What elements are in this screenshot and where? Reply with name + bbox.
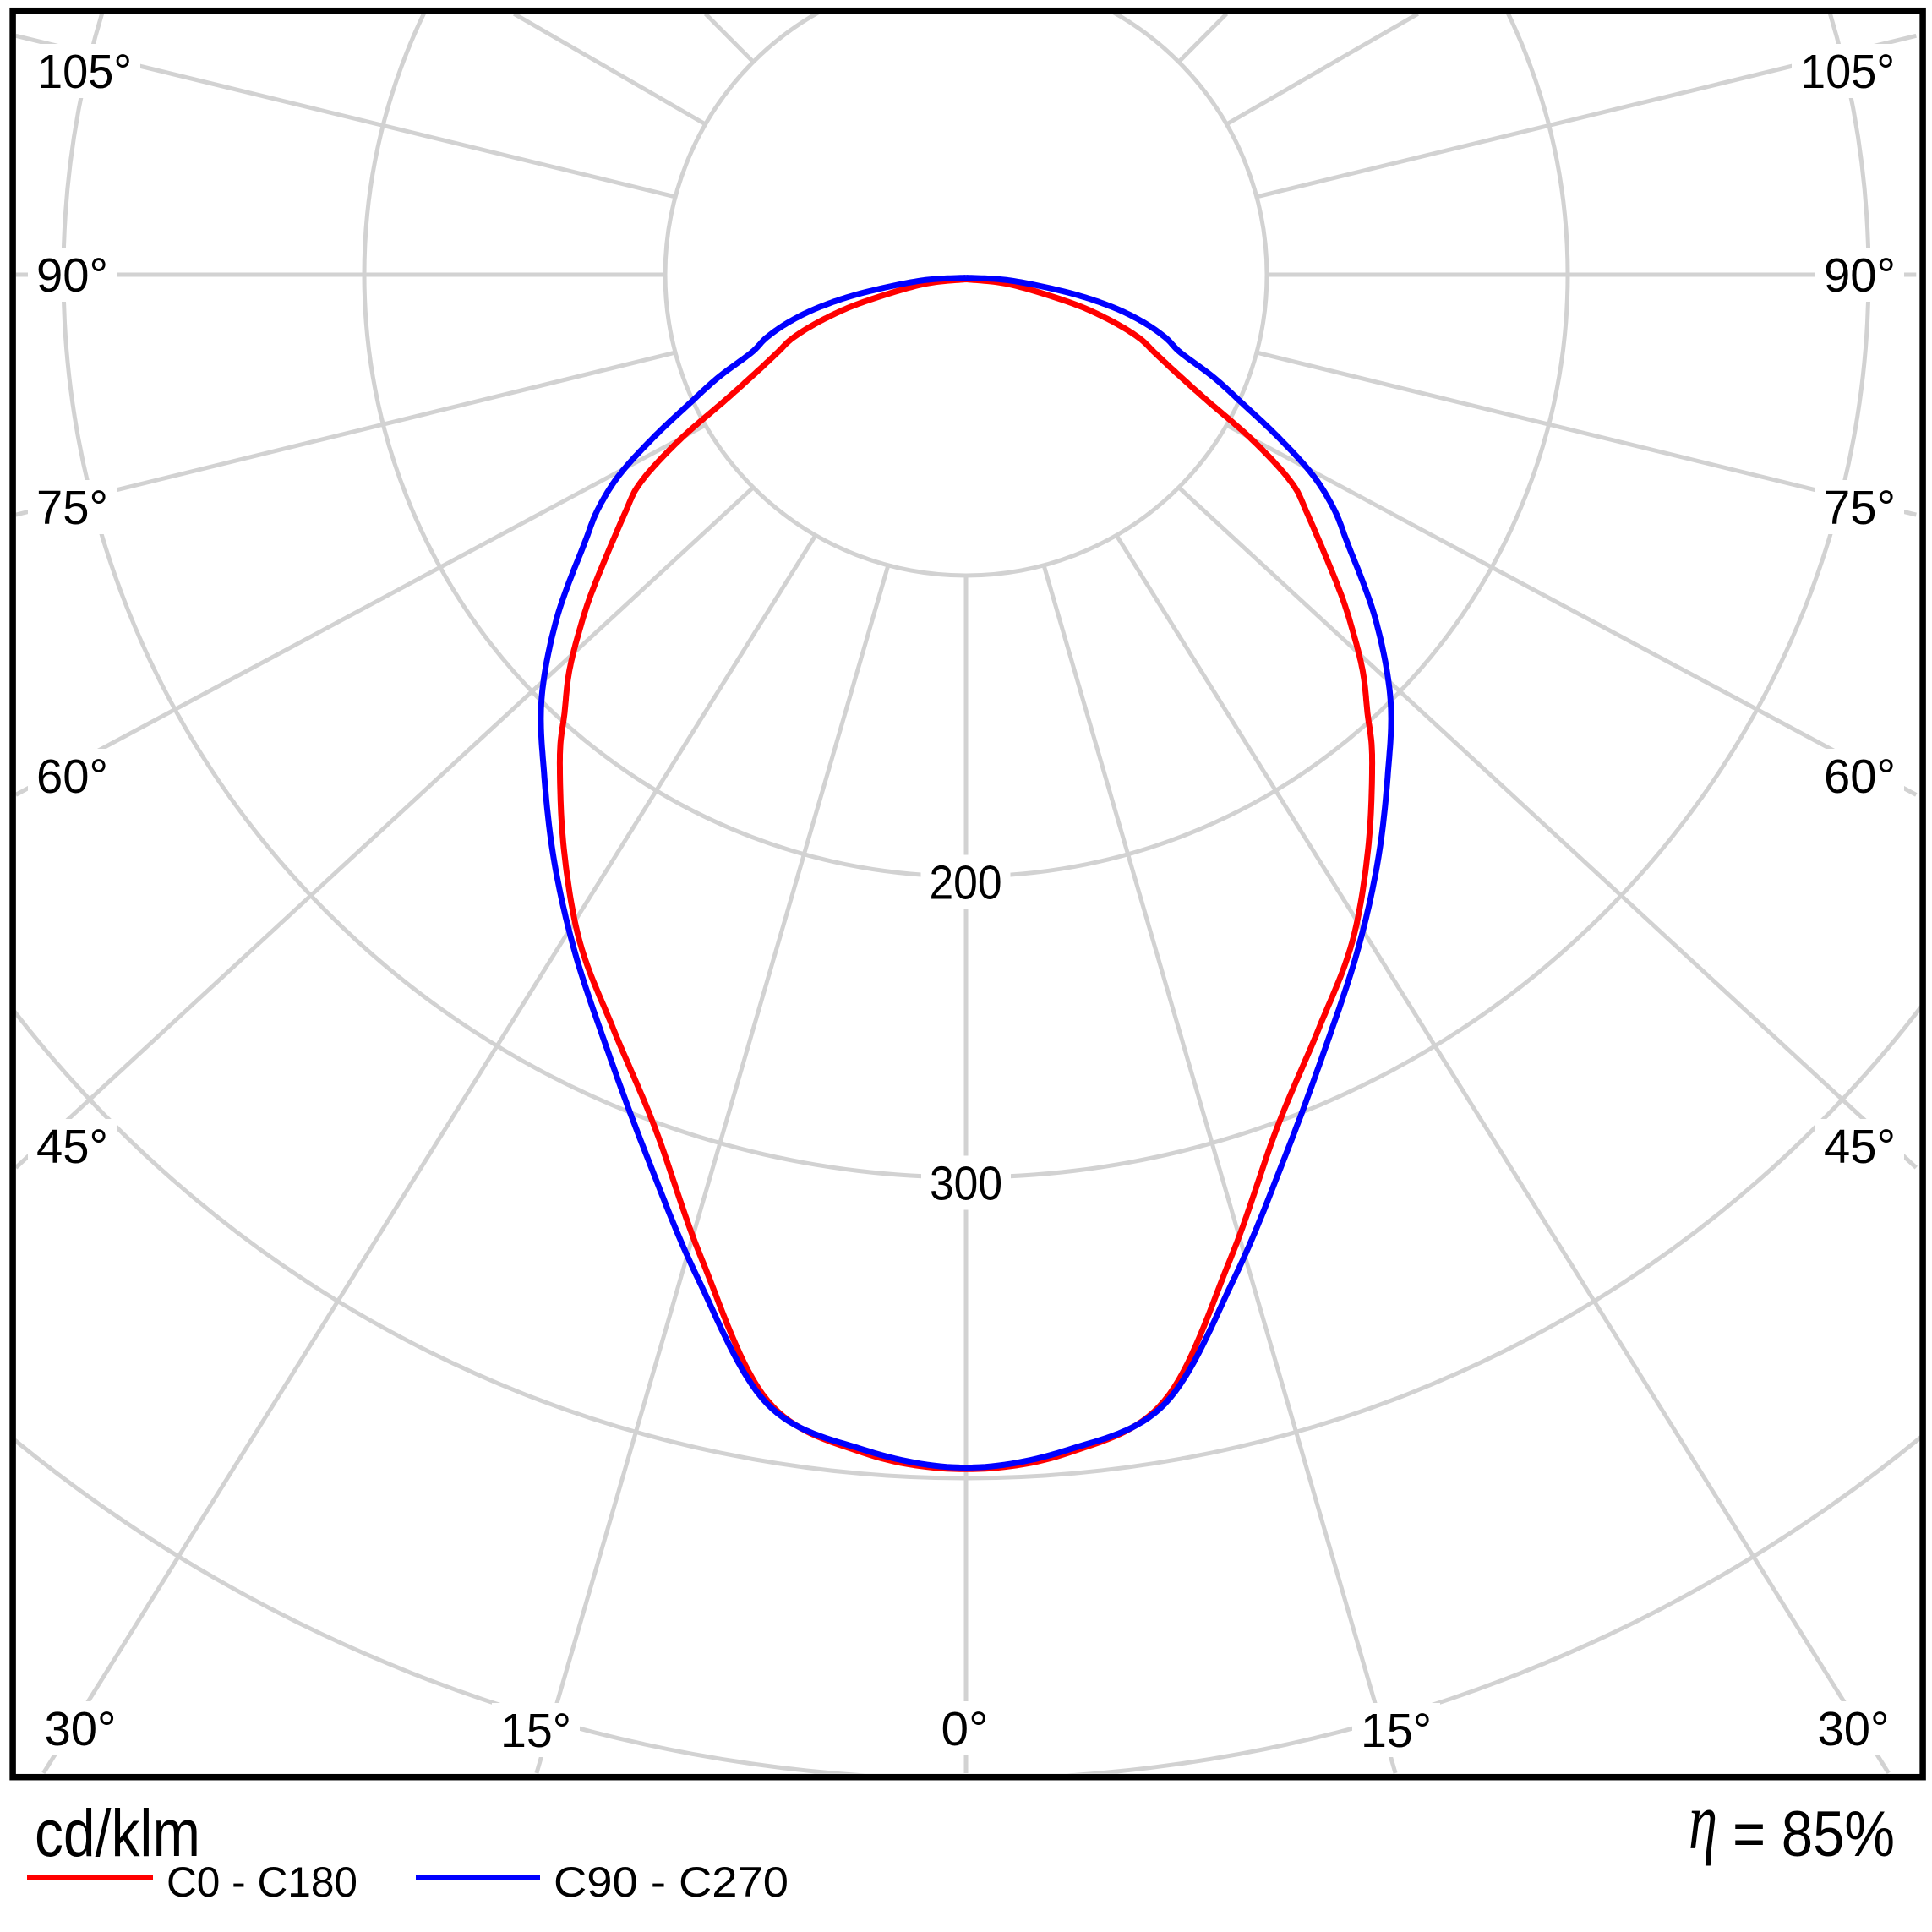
svg-text:60°: 60°	[1824, 750, 1896, 804]
svg-text:= 85%: = 85%	[1733, 1798, 1895, 1870]
svg-text:45°: 45°	[36, 1120, 108, 1174]
svg-text:cd/klm: cd/klm	[35, 1795, 200, 1870]
svg-text:75°: 75°	[1824, 481, 1896, 535]
svg-text:C90 - C270: C90 - C270	[554, 1858, 789, 1906]
svg-text:15°: 15°	[1361, 1704, 1432, 1758]
svg-text:90°: 90°	[1824, 248, 1896, 303]
svg-text:200: 200	[930, 856, 1002, 910]
svg-text:30°: 30°	[45, 1702, 117, 1756]
svg-text:90°: 90°	[36, 248, 108, 303]
svg-text:C0 - C180: C0 - C180	[166, 1858, 357, 1906]
svg-text:75°: 75°	[36, 481, 108, 535]
svg-text:105°: 105°	[1800, 45, 1895, 99]
svg-text:η: η	[1689, 1776, 1717, 1866]
svg-text:30°: 30°	[1818, 1702, 1890, 1756]
svg-text:300: 300	[930, 1157, 1002, 1211]
svg-text:105°: 105°	[37, 45, 132, 99]
svg-text:45°: 45°	[1824, 1120, 1896, 1174]
svg-text:15°: 15°	[500, 1704, 571, 1758]
svg-text:60°: 60°	[36, 750, 108, 804]
svg-text:0°: 0°	[941, 1702, 989, 1756]
